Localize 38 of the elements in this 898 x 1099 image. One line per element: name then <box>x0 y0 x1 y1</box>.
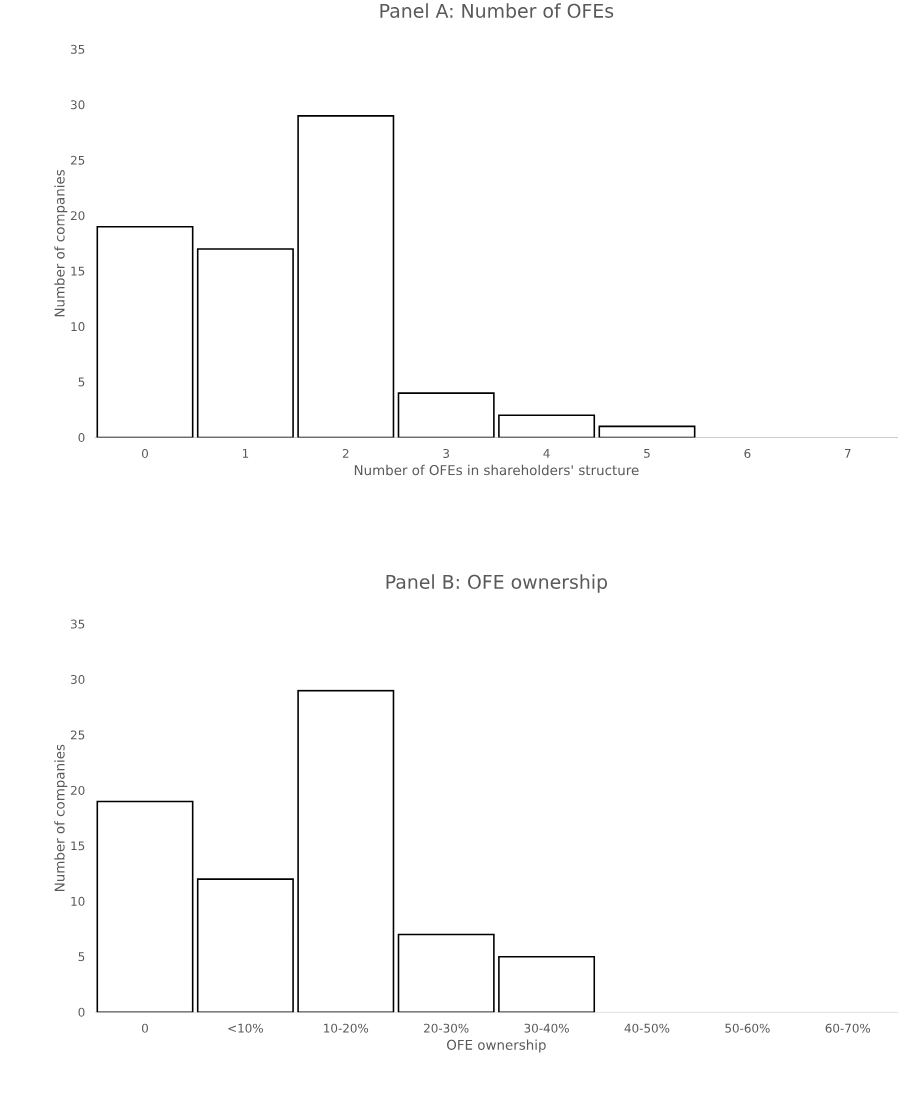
y-axis-title: Number of companies <box>54 744 68 891</box>
y-tick-label: 35 <box>70 619 85 629</box>
x-tick-label: 5 <box>643 448 650 458</box>
x-tick-label: 2 <box>342 448 349 458</box>
x-tick-label: 30-40% <box>524 1023 569 1033</box>
x-tick-label: 60-70% <box>825 1023 870 1033</box>
x-tick-label: 1 <box>242 448 248 458</box>
x-tick-label: 20-30% <box>423 1023 469 1033</box>
x-tick-label: 50-60% <box>725 1023 770 1033</box>
x-tick-label: 0 <box>141 448 148 458</box>
x-tick-label: 10-20% <box>323 1023 368 1033</box>
y-tick-label: 15 <box>71 266 85 276</box>
y-tick-label: 25 <box>70 730 85 740</box>
y-tick-label: 0 <box>78 432 85 442</box>
y-tick-label: 10 <box>71 896 85 906</box>
x-tick-label: 7 <box>844 448 851 458</box>
x-tick-label: 6 <box>744 448 751 458</box>
y-tick-label: 5 <box>78 952 85 962</box>
y-tick-label: 0 <box>78 1007 85 1017</box>
x-axis-title: OFE ownership <box>446 1039 546 1053</box>
y-axis-title: Number of companies <box>54 169 68 317</box>
chart-title: Panel B: OFE ownership <box>386 574 607 593</box>
y-tick-label: 25 <box>70 155 85 165</box>
x-tick-label: 4 <box>543 448 550 458</box>
y-tick-label: 15 <box>71 841 85 851</box>
x-tick-label: 0 <box>141 1023 148 1033</box>
chart-title: Panel A: Number of OFEs <box>380 3 614 18</box>
x-tick-label: 40-50% <box>624 1023 670 1033</box>
x-axis-title: Number of OFEs in shareholders' structure <box>354 464 639 476</box>
y-tick-label: 30 <box>70 674 85 685</box>
y-tick-label: 20 <box>70 211 85 221</box>
y-tick-label: 5 <box>78 377 85 387</box>
y-tick-label: 35 <box>70 44 85 54</box>
y-tick-label: 10 <box>71 322 85 332</box>
x-tick-label: <10% <box>228 1023 263 1033</box>
y-tick-label: 20 <box>70 785 85 795</box>
x-tick-label: 3 <box>443 448 449 458</box>
y-tick-label: 30 <box>70 100 85 110</box>
